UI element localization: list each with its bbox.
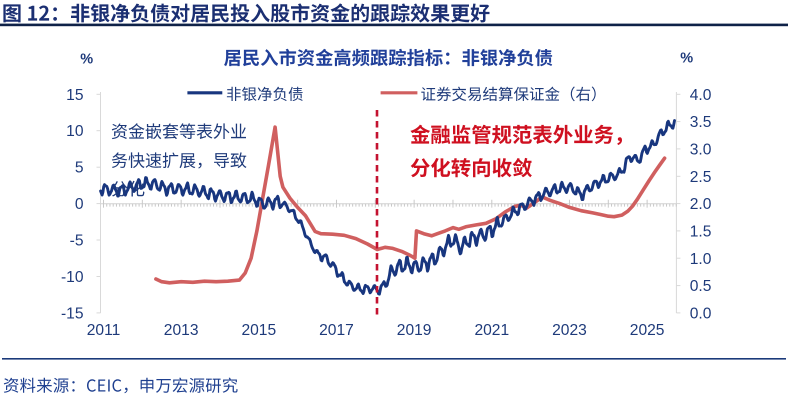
svg-text:%: % bbox=[680, 50, 693, 66]
svg-text:2015: 2015 bbox=[241, 322, 276, 339]
svg-text:0.5: 0.5 bbox=[690, 278, 712, 295]
svg-text:2025: 2025 bbox=[630, 322, 665, 339]
svg-text:3.0: 3.0 bbox=[690, 141, 712, 158]
svg-text:2.0: 2.0 bbox=[690, 196, 712, 213]
svg-text:2017: 2017 bbox=[319, 322, 354, 339]
svg-text:-15: -15 bbox=[61, 305, 84, 322]
svg-text:15: 15 bbox=[66, 87, 84, 104]
svg-text:-5: -5 bbox=[70, 233, 84, 250]
svg-text:2.5: 2.5 bbox=[690, 169, 712, 186]
svg-text:1.5: 1.5 bbox=[690, 223, 712, 240]
svg-text:0.0: 0.0 bbox=[690, 305, 712, 322]
svg-text:5: 5 bbox=[75, 160, 84, 177]
svg-text:2013: 2013 bbox=[164, 322, 199, 339]
svg-text:4.0: 4.0 bbox=[690, 87, 712, 104]
svg-text:0: 0 bbox=[75, 196, 84, 213]
svg-text:%: % bbox=[80, 51, 93, 67]
svg-text:1.0: 1.0 bbox=[690, 251, 712, 268]
svg-text:2011: 2011 bbox=[87, 322, 121, 339]
svg-text:10: 10 bbox=[66, 123, 84, 140]
svg-text:2021: 2021 bbox=[474, 322, 509, 339]
svg-text:2023: 2023 bbox=[552, 322, 587, 339]
svg-text:2019: 2019 bbox=[397, 322, 432, 339]
svg-text:-10: -10 bbox=[61, 269, 84, 286]
svg-text:3.5: 3.5 bbox=[690, 114, 712, 131]
